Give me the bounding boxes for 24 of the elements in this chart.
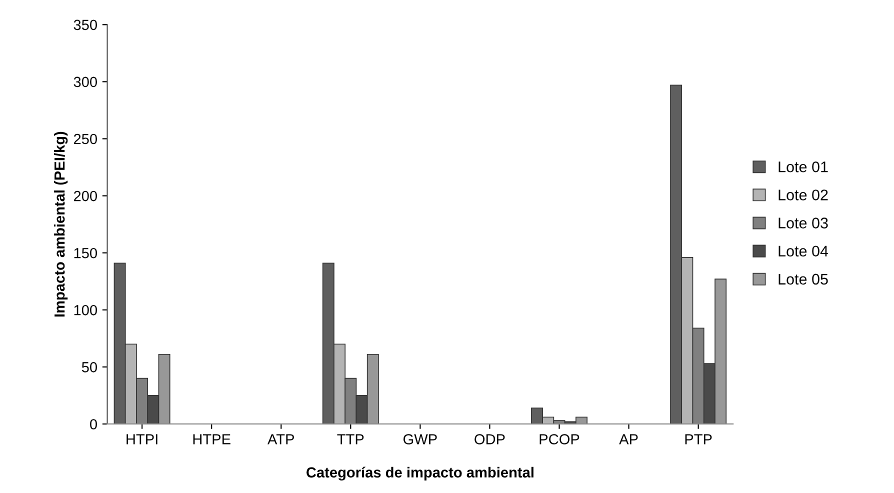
legend-label: Lote 04 [778,246,828,257]
x-tick-label: PCOP [540,434,580,444]
legend-label: Lote 03 [778,218,828,228]
x-tick-label: ATP [268,434,294,444]
x-tick-label: GWP [403,434,437,444]
y-tick-label: 50 [82,362,97,372]
x-tick-label: HTPE [193,434,230,444]
x-tick-label: TTP [337,434,364,444]
y-tick-label: 300 [74,76,97,88]
y-axis-title: Impacto ambiental (PEI/kg) [54,132,68,317]
legend-label: Lote 01 [778,161,828,172]
y-tick-label: 100 [74,304,97,316]
y-tick-label: 150 [74,248,97,258]
y-tick-label: 350 [74,20,97,30]
x-tick-label: ODP [474,434,505,444]
x-tick-label: AP [619,434,638,444]
y-tick-label: 0 [90,419,97,430]
y-tick-label: 200 [74,190,97,202]
legend-label: Lote 05 [778,274,828,285]
legend-label: Lote 02 [778,190,828,200]
y-tick-label: 250 [74,134,97,144]
x-tick-label: HTPI [126,434,158,444]
x-tick-label: PTP [685,434,712,444]
x-axis-title: Categorías de impacto ambiental [306,466,534,481]
